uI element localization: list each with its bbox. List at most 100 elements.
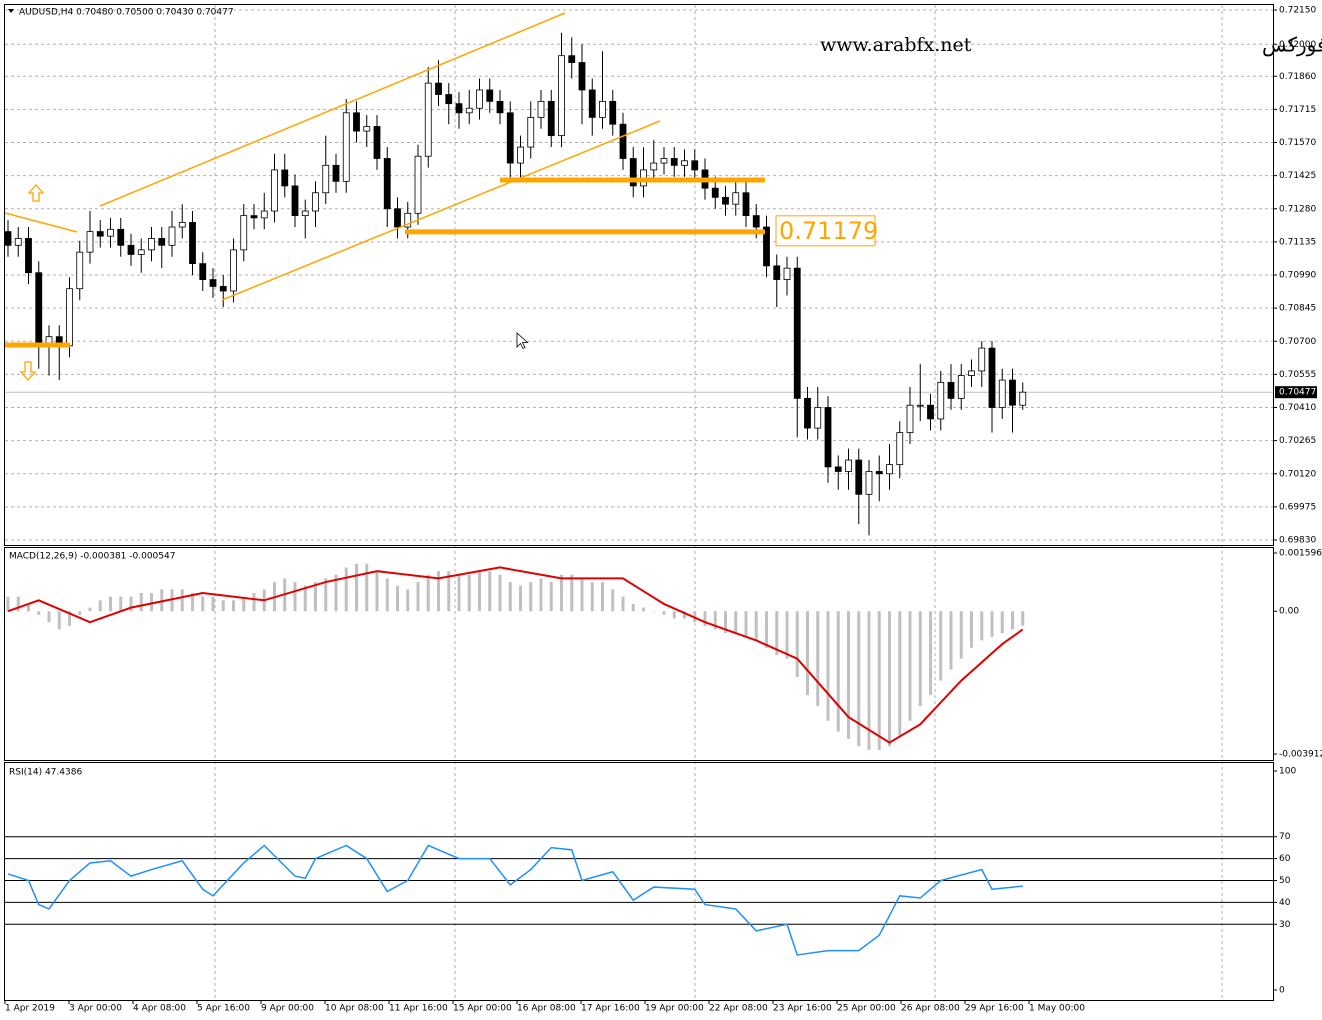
candle-body — [445, 94, 453, 105]
macd-bar — [898, 611, 902, 736]
rsi-title: RSI(14) 47.4386 — [9, 768, 82, 778]
macd-bar — [385, 578, 389, 612]
candle-body — [742, 192, 750, 217]
trend-line — [4, 212, 78, 233]
macd-bar — [488, 571, 492, 612]
watermark-arabic: عدنان 7 / منتديات عرب فوركس — [1262, 33, 1322, 57]
macd-bar — [467, 574, 471, 612]
x-tick-label: 11 Apr 16:00 — [389, 1004, 448, 1014]
macd-bar — [611, 589, 615, 612]
candle-body — [127, 244, 135, 255]
y-tick-label: 0.70410 — [1279, 403, 1316, 413]
menu-triangle — [8, 9, 14, 13]
candle-body — [281, 169, 289, 187]
candle-body — [342, 112, 350, 182]
macd-bar — [549, 582, 553, 612]
macd-bar — [580, 578, 584, 612]
macd-bar — [355, 563, 358, 612]
y-tick-label: 0.71570 — [1279, 138, 1316, 148]
x-tick-label: 10 Apr 08:00 — [325, 1004, 384, 1014]
macd-bar — [754, 611, 758, 641]
candle-body — [260, 210, 268, 219]
macd-bar — [877, 611, 881, 750]
macd-bar — [734, 611, 738, 634]
y-tick-label: 70 — [1279, 832, 1291, 842]
candle-body — [896, 432, 904, 466]
candle-body — [117, 228, 125, 246]
x-tick-label: 9 Apr 00:00 — [261, 1004, 314, 1014]
macd-bar — [888, 611, 891, 747]
week-separators — [214, 5, 1223, 1000]
macd-bar — [1000, 611, 1004, 634]
macd-bar — [980, 611, 984, 641]
macd-bar — [365, 563, 369, 612]
candle-body — [752, 215, 760, 228]
candle-body — [947, 381, 955, 399]
y-tick-label: 0.71135 — [1279, 237, 1316, 247]
candle-body — [957, 375, 965, 399]
candle-body — [855, 459, 863, 495]
macd-bar — [98, 600, 102, 612]
candle-body — [1009, 379, 1016, 406]
candle-body — [435, 82, 442, 95]
level-label-box — [775, 215, 876, 247]
macd-bar — [570, 574, 574, 612]
candle-body — [4, 231, 12, 246]
candle-body — [588, 89, 596, 118]
candle-body — [394, 208, 401, 228]
candle-body — [168, 226, 176, 246]
macd-bar — [601, 582, 604, 612]
macd-bar — [631, 603, 635, 612]
candle-body — [916, 404, 924, 407]
candle-body — [373, 126, 381, 159]
macd-bar — [590, 582, 594, 612]
macd-bar — [816, 611, 820, 707]
candle-body — [691, 160, 699, 171]
y-tick-label: 0.00 — [1279, 607, 1299, 617]
macd-bar — [37, 611, 41, 615]
candle-body — [660, 158, 668, 164]
candle-body — [906, 404, 914, 434]
y-tick-label: 60 — [1279, 854, 1291, 864]
panel-frames — [4, 4, 1274, 1001]
candle-body — [465, 107, 473, 114]
macd-bar — [324, 578, 328, 612]
macd-bar — [6, 596, 10, 612]
candle-body — [609, 100, 617, 125]
candle-body — [178, 222, 186, 228]
candle-body — [353, 112, 360, 132]
macd-bar — [88, 607, 92, 612]
candle-body — [875, 471, 883, 475]
candle-body — [681, 160, 688, 166]
candle-body — [517, 146, 524, 164]
x-tick-label: 15 Apr 00:00 — [453, 1004, 512, 1014]
macd-bar — [119, 596, 123, 612]
candle-body — [496, 100, 504, 114]
candle-body — [25, 238, 32, 274]
candle-body — [537, 100, 545, 118]
candle-body — [199, 263, 207, 280]
x-tick-label: 19 Apr 00:00 — [645, 1004, 704, 1014]
candle-body — [486, 89, 494, 102]
candle-body — [332, 164, 340, 182]
candle-body — [189, 222, 196, 264]
macd-panel — [4, 547, 1274, 761]
macd-bar — [416, 582, 420, 612]
y-tick-label: 0.69975 — [1279, 502, 1316, 512]
arrow-up-icon — [27, 184, 45, 202]
candle-body — [629, 158, 637, 187]
macd-bar — [396, 585, 399, 612]
macd-bar — [847, 611, 850, 739]
candle-body — [834, 466, 842, 472]
candle-body — [1019, 391, 1027, 406]
macd-bar — [426, 574, 430, 612]
macd-bar — [539, 578, 543, 612]
candle-body — [424, 82, 432, 157]
candle-body — [988, 347, 996, 408]
candle-body — [578, 62, 586, 91]
macd-bar — [232, 600, 235, 612]
candle-body — [527, 116, 535, 148]
candle-body — [865, 471, 873, 495]
macd-bar — [795, 611, 799, 677]
